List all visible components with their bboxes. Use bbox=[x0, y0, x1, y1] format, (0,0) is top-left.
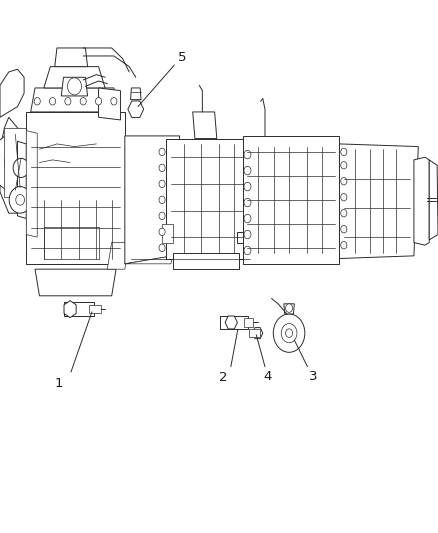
Circle shape bbox=[244, 166, 251, 175]
Polygon shape bbox=[26, 112, 125, 264]
Circle shape bbox=[159, 196, 165, 204]
Polygon shape bbox=[173, 253, 239, 269]
Circle shape bbox=[12, 158, 19, 167]
Polygon shape bbox=[31, 88, 118, 112]
Circle shape bbox=[67, 78, 81, 95]
Polygon shape bbox=[414, 157, 429, 245]
Circle shape bbox=[244, 246, 251, 255]
Polygon shape bbox=[64, 302, 94, 316]
Circle shape bbox=[111, 98, 117, 105]
Circle shape bbox=[341, 209, 347, 217]
Polygon shape bbox=[193, 112, 217, 139]
Circle shape bbox=[80, 98, 86, 105]
Polygon shape bbox=[339, 144, 418, 259]
Circle shape bbox=[34, 98, 40, 105]
Text: 2: 2 bbox=[219, 371, 228, 384]
Polygon shape bbox=[0, 117, 31, 213]
Polygon shape bbox=[284, 304, 294, 314]
Circle shape bbox=[244, 198, 251, 207]
Circle shape bbox=[159, 164, 165, 172]
Circle shape bbox=[65, 98, 71, 105]
Polygon shape bbox=[166, 139, 247, 259]
Polygon shape bbox=[225, 316, 237, 329]
Polygon shape bbox=[26, 131, 37, 237]
Circle shape bbox=[159, 180, 165, 188]
Polygon shape bbox=[89, 305, 101, 313]
Circle shape bbox=[159, 244, 165, 252]
Polygon shape bbox=[128, 101, 144, 118]
Text: 3: 3 bbox=[309, 370, 318, 383]
Circle shape bbox=[13, 158, 29, 177]
Circle shape bbox=[16, 195, 25, 205]
Circle shape bbox=[341, 161, 347, 169]
Circle shape bbox=[286, 329, 293, 337]
Circle shape bbox=[244, 230, 251, 239]
Polygon shape bbox=[131, 88, 141, 100]
Polygon shape bbox=[64, 301, 76, 318]
Polygon shape bbox=[252, 328, 263, 338]
Polygon shape bbox=[249, 329, 260, 337]
Circle shape bbox=[281, 324, 297, 343]
Polygon shape bbox=[4, 128, 26, 197]
Polygon shape bbox=[243, 136, 339, 264]
Polygon shape bbox=[18, 141, 26, 219]
Polygon shape bbox=[125, 136, 180, 264]
Polygon shape bbox=[429, 160, 438, 240]
Polygon shape bbox=[61, 77, 88, 96]
Circle shape bbox=[159, 228, 165, 236]
Polygon shape bbox=[0, 69, 24, 117]
Polygon shape bbox=[35, 269, 116, 296]
Polygon shape bbox=[162, 224, 173, 243]
Circle shape bbox=[9, 187, 31, 213]
Circle shape bbox=[244, 182, 251, 191]
Circle shape bbox=[159, 212, 165, 220]
Circle shape bbox=[95, 98, 102, 105]
Circle shape bbox=[341, 177, 347, 185]
Circle shape bbox=[244, 214, 251, 223]
Circle shape bbox=[0, 133, 39, 192]
Polygon shape bbox=[44, 227, 99, 259]
Polygon shape bbox=[107, 243, 129, 269]
Circle shape bbox=[273, 314, 305, 352]
Circle shape bbox=[341, 225, 347, 233]
Polygon shape bbox=[244, 318, 253, 327]
Polygon shape bbox=[55, 48, 88, 67]
Circle shape bbox=[49, 98, 56, 105]
Polygon shape bbox=[44, 67, 105, 88]
Circle shape bbox=[244, 150, 251, 159]
Circle shape bbox=[341, 148, 347, 156]
Polygon shape bbox=[99, 88, 120, 120]
Polygon shape bbox=[125, 256, 173, 264]
Text: 5: 5 bbox=[177, 51, 186, 63]
Circle shape bbox=[341, 241, 347, 249]
Text: 4: 4 bbox=[264, 370, 272, 383]
Circle shape bbox=[341, 193, 347, 201]
Text: 1: 1 bbox=[55, 377, 64, 390]
Circle shape bbox=[159, 148, 165, 156]
Circle shape bbox=[4, 149, 26, 176]
Polygon shape bbox=[237, 232, 243, 243]
Circle shape bbox=[286, 304, 293, 312]
Polygon shape bbox=[220, 316, 248, 329]
